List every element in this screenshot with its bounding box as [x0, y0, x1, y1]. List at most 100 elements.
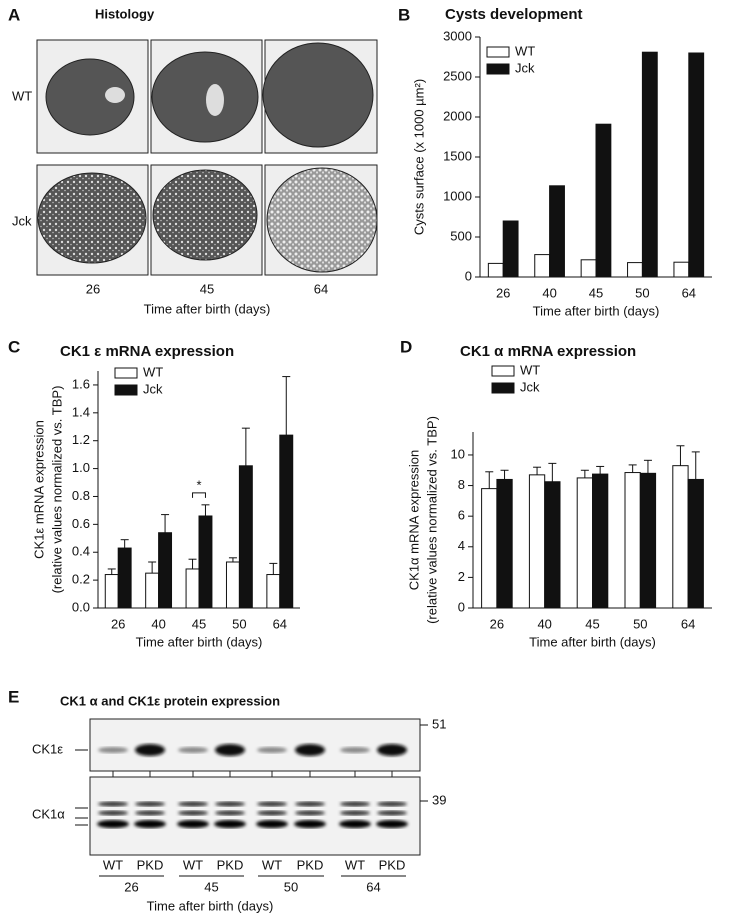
band	[340, 801, 370, 807]
day-label: 50	[284, 879, 298, 894]
legend-swatch	[486, 46, 510, 58]
band	[135, 801, 165, 807]
bar	[672, 465, 689, 609]
marker-label: 51	[432, 716, 446, 731]
x-axis-label: Time after birth (days)	[533, 303, 660, 318]
column-label: 26	[86, 281, 100, 296]
row-tick	[75, 749, 88, 826]
band	[135, 744, 165, 756]
x-axis-label: Time after birth (days)	[144, 301, 271, 316]
lane-label: PKD	[137, 857, 164, 872]
band	[215, 801, 245, 807]
band	[257, 810, 287, 816]
y-tick-label: 0.6	[72, 516, 90, 531]
panel-letter: B	[398, 5, 410, 24]
band	[214, 820, 246, 828]
bar	[580, 259, 597, 278]
band	[135, 810, 165, 816]
x-tick-label: 40	[542, 285, 556, 300]
y-tick-label: 6	[458, 508, 465, 523]
band	[98, 747, 128, 753]
annotation: *	[196, 477, 201, 492]
y-tick-label: 1.2	[72, 432, 90, 447]
y-tick-label: 10	[451, 446, 465, 461]
lane-label: WT	[183, 857, 203, 872]
bar	[528, 474, 546, 609]
band	[178, 801, 208, 807]
row-label: CK1α	[32, 806, 65, 821]
column-label: 45	[200, 281, 214, 296]
legend-label: WT	[143, 364, 163, 379]
bar	[117, 547, 132, 609]
band	[377, 744, 407, 756]
band	[97, 820, 129, 828]
legend-label: Jck	[520, 379, 540, 394]
y-tick-label: 8	[458, 477, 465, 492]
column-label: 64	[314, 281, 328, 296]
y-tick-label: 2	[458, 569, 465, 584]
y-tick-label: 0.4	[72, 544, 90, 559]
bar	[673, 261, 690, 278]
x-tick-label: 50	[232, 616, 246, 631]
bar	[624, 472, 641, 609]
y-tick-label: 0.0	[72, 599, 90, 614]
row-label: CK1ε	[32, 741, 63, 756]
day-label: 64	[366, 879, 380, 894]
blot-box	[89, 718, 421, 772]
x-tick-label: 50	[633, 616, 647, 631]
bar	[595, 123, 612, 278]
band	[295, 801, 325, 807]
bar	[544, 481, 561, 609]
bar	[576, 477, 593, 609]
panel-title: Histology	[95, 6, 155, 21]
bar	[534, 254, 551, 278]
x-tick-label: 64	[273, 616, 287, 631]
legend-label: WT	[520, 362, 540, 377]
bar	[185, 568, 200, 609]
bar	[487, 262, 504, 278]
bar	[502, 220, 519, 278]
bar	[481, 488, 498, 609]
bar	[627, 262, 643, 278]
bar	[145, 572, 160, 609]
y-axis-label: (relative values normalized vs. TBP)	[424, 416, 439, 624]
y-tick-label: 2000	[443, 108, 472, 123]
y-tick-label: 0.2	[72, 572, 90, 587]
bar	[198, 515, 213, 609]
band	[178, 747, 208, 753]
band	[215, 810, 245, 816]
x-axis-label: Time after birth (days)	[147, 898, 274, 913]
x-tick-label: 45	[192, 616, 206, 631]
bar	[225, 561, 240, 609]
chart-title: CK1 ε mRNA expression	[60, 343, 234, 360]
band	[376, 820, 408, 828]
band	[98, 810, 128, 816]
y-axis-label: CK1α mRNA expression	[406, 450, 421, 590]
band	[340, 810, 370, 816]
legend-swatch	[486, 63, 510, 75]
y-tick-label: 3000	[443, 28, 472, 43]
legend-label: Jck	[515, 60, 535, 75]
bar	[496, 478, 513, 609]
band	[294, 820, 326, 828]
y-tick-label: 1000	[443, 188, 472, 203]
panel-title: CK1 α and CK1ε protein expression	[60, 693, 280, 708]
marker-tick	[420, 724, 428, 802]
marker-label: 39	[432, 792, 446, 807]
y-tick-label: 1.4	[72, 404, 90, 419]
band	[215, 744, 245, 756]
band	[178, 810, 208, 816]
bar	[266, 574, 281, 609]
bar	[641, 51, 658, 278]
band	[340, 747, 370, 753]
x-axis-label: Time after birth (days)	[529, 634, 656, 649]
day-label: 45	[204, 879, 218, 894]
bar	[158, 532, 173, 609]
y-tick-label: 1.0	[72, 460, 90, 475]
bar	[104, 574, 119, 609]
bar	[238, 465, 253, 609]
panel-letter: D	[400, 337, 412, 356]
panel-letter: E	[8, 687, 19, 706]
bar	[549, 185, 565, 278]
